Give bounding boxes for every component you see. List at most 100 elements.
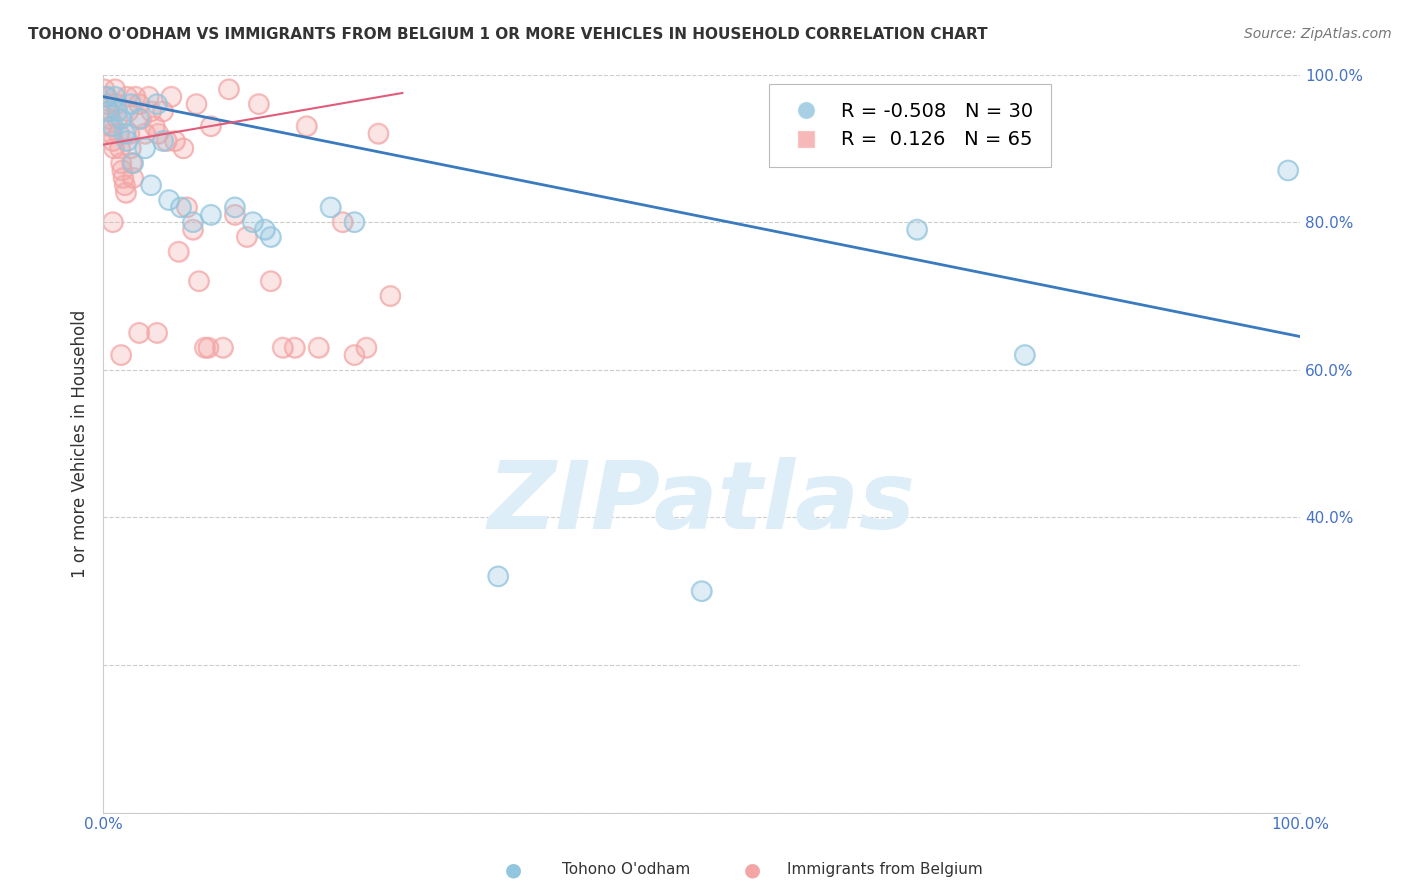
Point <box>96 97 118 112</box>
Point <box>114 178 136 193</box>
Point <box>1277 163 1299 178</box>
Point <box>128 326 150 340</box>
Point <box>101 134 124 148</box>
Point <box>118 127 141 141</box>
Point <box>96 89 118 103</box>
Point <box>115 134 138 148</box>
Point <box>690 584 713 599</box>
Point <box>332 215 354 229</box>
Point <box>308 341 330 355</box>
Point <box>112 170 135 185</box>
Point <box>224 208 246 222</box>
Point <box>115 89 138 103</box>
Point <box>139 104 162 119</box>
Point <box>101 119 124 133</box>
Point <box>152 134 174 148</box>
Point <box>128 97 150 112</box>
Point <box>122 170 145 185</box>
Point <box>343 348 366 362</box>
Point <box>332 215 354 229</box>
Point <box>131 112 153 126</box>
Point <box>115 186 138 200</box>
Point <box>103 141 125 155</box>
Point <box>115 89 138 103</box>
Point <box>117 104 139 119</box>
Point <box>343 215 366 229</box>
Point <box>200 208 222 222</box>
Point <box>107 112 129 126</box>
Point <box>107 127 129 141</box>
Point <box>486 569 509 583</box>
Point <box>380 289 402 303</box>
Point <box>101 119 124 133</box>
Point <box>260 274 283 288</box>
Point <box>181 222 204 236</box>
Point <box>148 127 170 141</box>
Point <box>224 200 246 214</box>
Point <box>260 274 283 288</box>
Point <box>131 112 153 126</box>
Point <box>224 208 246 222</box>
Point <box>110 112 132 126</box>
Point <box>108 141 131 155</box>
Point <box>124 89 146 103</box>
Point <box>253 222 276 236</box>
Point <box>100 127 122 141</box>
Point <box>134 141 156 155</box>
Point <box>105 97 128 112</box>
Point <box>120 97 142 112</box>
Point <box>120 141 142 155</box>
Text: Tohono O'odham: Tohono O'odham <box>562 863 690 877</box>
Point <box>236 230 259 244</box>
Point <box>253 222 276 236</box>
Point <box>110 348 132 362</box>
Point <box>139 178 162 193</box>
Point <box>308 341 330 355</box>
Point <box>152 134 174 148</box>
Point <box>108 141 131 155</box>
Point <box>122 156 145 170</box>
Point <box>143 119 166 133</box>
Point <box>367 127 389 141</box>
Point <box>118 127 141 141</box>
Point <box>197 341 219 355</box>
Point <box>186 97 208 112</box>
Point <box>172 141 194 155</box>
Point <box>163 134 186 148</box>
Point <box>356 341 378 355</box>
Point <box>103 141 125 155</box>
Point <box>104 82 127 96</box>
Point <box>128 326 150 340</box>
Point <box>194 341 217 355</box>
Point <box>271 341 294 355</box>
Point <box>97 104 120 119</box>
Point <box>181 215 204 229</box>
Point <box>121 156 143 170</box>
Point <box>176 200 198 214</box>
Point <box>155 134 177 148</box>
Point <box>260 230 283 244</box>
Point <box>211 341 233 355</box>
Point <box>167 244 190 259</box>
Point <box>284 341 307 355</box>
Point <box>104 89 127 103</box>
Point <box>128 112 150 126</box>
Point <box>124 89 146 103</box>
Point <box>172 141 194 155</box>
Point <box>94 89 117 103</box>
Point <box>155 134 177 148</box>
Point <box>187 274 209 288</box>
Point <box>104 82 127 96</box>
Point <box>96 97 118 112</box>
Point <box>100 127 122 141</box>
Point <box>98 119 121 133</box>
Point <box>111 163 134 178</box>
Point <box>97 104 120 119</box>
Point <box>170 200 193 214</box>
Point <box>380 289 402 303</box>
Point <box>905 222 928 236</box>
Point <box>218 82 240 96</box>
Point <box>134 127 156 141</box>
Point <box>242 215 264 229</box>
Point <box>905 222 928 236</box>
